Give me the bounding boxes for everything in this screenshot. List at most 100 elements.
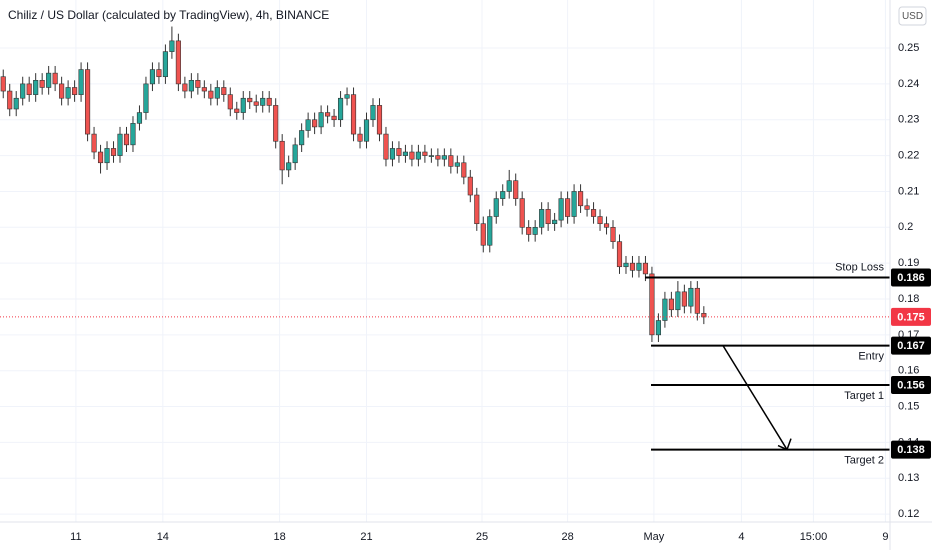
candle-body xyxy=(0,76,6,92)
candle-body xyxy=(363,119,370,142)
candle-body xyxy=(201,87,207,92)
candle-body xyxy=(422,151,428,156)
candle-body xyxy=(227,94,233,110)
candle-body xyxy=(649,273,655,336)
candle-body xyxy=(694,287,700,314)
candle-body xyxy=(383,133,389,160)
y-tick-label: 0.16 xyxy=(898,365,919,377)
candle-body xyxy=(325,112,331,117)
candle-body xyxy=(396,148,402,156)
candle-body xyxy=(675,291,681,311)
level-tag xyxy=(891,336,931,355)
candle-body xyxy=(78,69,84,95)
candle-body xyxy=(519,198,525,228)
arrow-shaft xyxy=(722,345,788,450)
candle-body xyxy=(584,205,590,210)
x-tick-label: 21 xyxy=(360,531,372,543)
x-tick-label: May xyxy=(643,531,664,543)
y-tick-label: 0.24 xyxy=(898,78,919,90)
last-price-tag xyxy=(891,307,931,326)
candle-body xyxy=(117,133,123,156)
currency-button[interactable] xyxy=(898,6,927,26)
candle-body xyxy=(526,226,532,235)
candle-body xyxy=(130,123,136,146)
level-name: Stop Loss xyxy=(835,261,884,273)
x-tick-label: 14 xyxy=(157,531,169,543)
candle-body xyxy=(441,155,447,160)
candle-body xyxy=(149,69,156,85)
candle-body xyxy=(344,94,350,99)
candle-body xyxy=(545,209,551,225)
candle-body xyxy=(273,105,279,142)
candle-body xyxy=(571,191,577,217)
candle-body xyxy=(175,40,181,85)
candle-body xyxy=(532,226,538,235)
candle-body xyxy=(286,162,292,171)
candle-body xyxy=(59,83,65,99)
chart-title: Chiliz / US Dollar (calculated by Tradin… xyxy=(8,8,329,22)
level-tag-label: 0.167 xyxy=(897,340,925,352)
candle-body xyxy=(610,226,616,242)
candle-body xyxy=(39,80,45,88)
candle-body xyxy=(597,216,603,225)
candle-body xyxy=(409,151,415,160)
x-tick-label: 18 xyxy=(273,531,285,543)
candle-body xyxy=(603,223,610,228)
candle-body xyxy=(415,151,421,160)
candle-body xyxy=(91,133,97,153)
candle-body xyxy=(500,191,506,199)
candle-body xyxy=(668,298,674,311)
candle-body xyxy=(480,223,486,246)
candle-body xyxy=(20,83,26,99)
y-tick-label: 0.21 xyxy=(898,185,919,197)
candle-body xyxy=(13,97,19,110)
candle-body xyxy=(299,130,305,146)
level-tag-label: 0.156 xyxy=(897,379,925,391)
candle-body xyxy=(156,69,162,78)
y-tick-label: 0.25 xyxy=(898,42,919,54)
candle-body xyxy=(182,83,188,92)
x-tick-label: 25 xyxy=(476,531,488,543)
level-tag xyxy=(891,268,931,287)
currency-label[interactable]: USD xyxy=(902,11,923,22)
candle-body xyxy=(52,72,58,85)
candle-body xyxy=(26,83,32,95)
last-price-label: 0.175 xyxy=(897,311,925,323)
candle-body xyxy=(292,144,298,164)
x-tick-label: 28 xyxy=(561,531,573,543)
candle-body xyxy=(234,108,240,113)
candle-body xyxy=(370,105,376,121)
candle-body xyxy=(461,162,467,178)
candle-body xyxy=(104,148,110,164)
x-tick-label: 15:00 xyxy=(800,531,828,543)
candle-body xyxy=(72,87,78,95)
candle-body xyxy=(162,51,168,78)
x-tick-label: 9 xyxy=(882,531,888,543)
candle-body xyxy=(428,155,434,157)
candle-body xyxy=(253,101,259,106)
candle-body xyxy=(642,262,649,275)
candle-body xyxy=(487,216,493,246)
plot: Stop Loss Entry Target 1 Target 2 xyxy=(0,26,890,466)
y-tick-label: 0.13 xyxy=(898,472,919,484)
y-tick-label: 0.15 xyxy=(898,400,919,412)
level-tag xyxy=(891,376,931,395)
candle-body xyxy=(318,112,324,128)
candle-body xyxy=(435,155,441,160)
candle-body xyxy=(448,155,454,167)
candle-body xyxy=(312,119,318,128)
candle-body xyxy=(97,151,104,164)
candle-body xyxy=(188,80,194,92)
level-name: Entry xyxy=(858,351,884,363)
y-tick-label: 0.18 xyxy=(898,293,919,305)
candle-body xyxy=(123,133,130,146)
axes: 0.120.130.140.150.160.170.180.190.20.210… xyxy=(70,42,931,543)
candle-body xyxy=(558,198,564,221)
candle-body xyxy=(376,105,383,135)
level-tag-label: 0.138 xyxy=(897,444,925,456)
candle-body xyxy=(454,162,460,167)
candle-body xyxy=(337,97,344,121)
candle-body xyxy=(214,87,220,99)
